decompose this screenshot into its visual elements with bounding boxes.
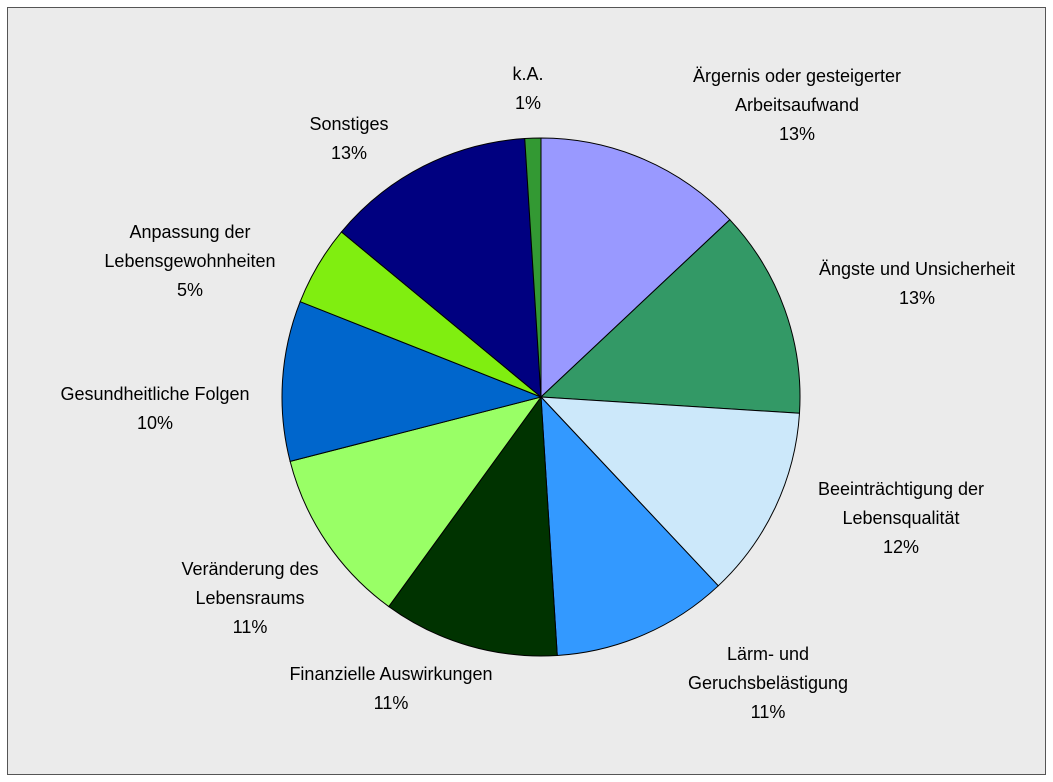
slice-label: k.A. 1%: [478, 60, 578, 118]
value-label: 13%: [898, 288, 936, 308]
value-label: 5%: [176, 280, 203, 300]
slice-label: Gesundheitliche Folgen 10%: [25, 380, 285, 438]
pie-slice: [289, 396, 543, 608]
category-label: Gesundheitliche Folgen: [60, 384, 250, 404]
slice-label: Veränderung des Lebensraums 11%: [165, 555, 335, 642]
pie-slice: [388, 395, 558, 657]
pie-slice: [340, 137, 542, 399]
pie-slice: [524, 137, 542, 398]
pie-slice: [540, 395, 720, 657]
value-label: 11%: [373, 693, 409, 713]
slice-label: Ärgernis oder gesteigerter Arbeitsaufwan…: [667, 62, 927, 149]
pie-slice: [540, 137, 731, 399]
category-label: Lärm- und Geruchsbelästigung: [687, 644, 849, 693]
pie-slice: [539, 396, 801, 587]
value-label: 11%: [750, 702, 786, 722]
pie-slice: [539, 218, 801, 414]
value-label: 11%: [232, 617, 268, 637]
slice-label: Ängste und Unsicherheit 13%: [797, 255, 1037, 313]
category-label: Sonstiges: [309, 114, 389, 134]
slice-label: Sonstiges 13%: [249, 110, 449, 168]
value-label: 13%: [330, 143, 368, 163]
category-label: Anpassung der Lebensgewohnheiten: [104, 222, 276, 271]
slice-label: Lärm- und Geruchsbelästigung 11%: [678, 640, 858, 727]
category-label: Ängste und Unsicherheit: [818, 259, 1016, 279]
category-label: Ärgernis oder gesteigerter Arbeitsaufwan…: [692, 66, 902, 115]
value-label: 13%: [778, 124, 816, 144]
pie-slice: [281, 301, 543, 463]
category-label: k.A.: [512, 64, 544, 84]
value-label: 1%: [514, 93, 541, 113]
slice-label: Finanzielle Auswirkungen 11%: [251, 660, 531, 718]
slice-label: Beeinträchtigung der Lebensqualität 12%: [786, 475, 1016, 562]
category-label: Veränderung des Lebensraums: [181, 559, 319, 608]
category-label: Finanzielle Auswirkungen: [289, 664, 493, 684]
slice-label: Anpassung der Lebensgewohnheiten 5%: [90, 218, 290, 305]
value-label: 10%: [136, 413, 174, 433]
value-label: 12%: [882, 537, 920, 557]
category-label: Beeinträchtigung der Lebensqualität: [817, 479, 985, 528]
